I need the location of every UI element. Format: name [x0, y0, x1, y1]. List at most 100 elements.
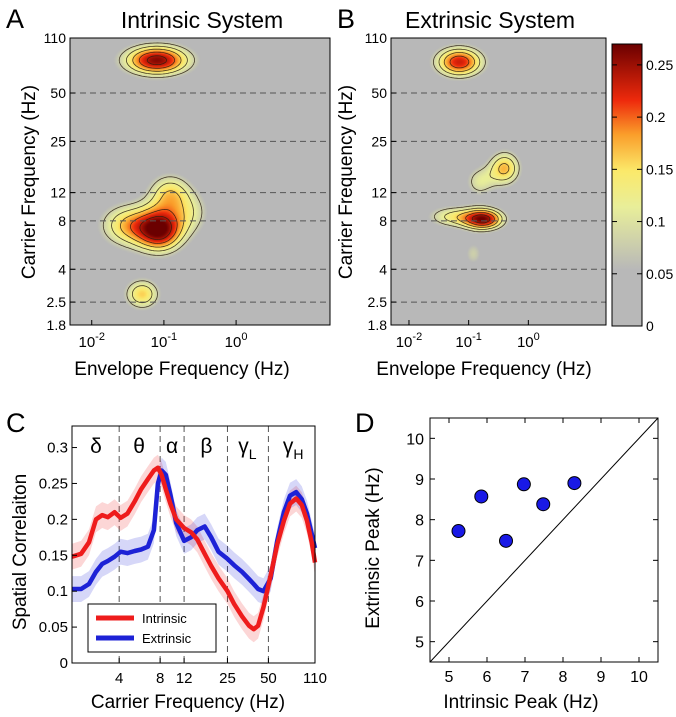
colorbar-tick-label: 0.25 — [646, 57, 673, 73]
colorbar: 0 0.05 0.1 0.15 0.2 0.25 — [611, 43, 673, 334]
y-tick-label: 0 — [60, 655, 68, 672]
panel-d-ylabel: Extrinsic Peak (Hz) — [363, 467, 384, 629]
contour-line — [449, 55, 495, 226]
x-tick-label: 8 — [156, 670, 164, 687]
panel-b-letter: B — [337, 4, 355, 34]
x-tick-label: 10-1 — [455, 331, 481, 351]
heatmap-intrinsic: 1.8 2.5 4 8 12 25 50 110 10-2 10-1 100 — [44, 30, 331, 351]
legend-label-intrinsic: Intrinsic — [142, 611, 187, 626]
panel-c: C δ θ α β γL γH 0 0.05 0.1 0.15 0.2 0.25 0.3 4 8 12 25 50… — [6, 408, 327, 713]
y-tick-label: 0.1 — [47, 583, 68, 600]
x-tick-label: 50 — [260, 670, 277, 687]
y-tick-label: 4 — [58, 261, 66, 277]
x-tick-label: 25 — [219, 670, 236, 687]
scatter-point — [499, 533, 513, 548]
band-label: γL — [238, 435, 257, 462]
x-tick-label: 12 — [176, 670, 193, 687]
y-tick-label: 2.5 — [368, 294, 388, 310]
panel-b-xlabel: Envelope Frequency (Hz) — [376, 359, 591, 380]
panel-b: B Extrinsic System 1.8 2.5 4 8 12 25 50 110 10-2… — [336, 4, 673, 380]
y-tick-label: 4 — [379, 261, 387, 277]
y-tick-label: 8 — [415, 513, 424, 530]
heatmap-extrinsic: 1.8 2.5 4 8 12 25 50 110 10-2 10-1 100 — [365, 30, 607, 351]
y-tick-label: 0.15 — [39, 547, 68, 564]
band-label: α — [166, 435, 178, 458]
colorbar-tick-label: 0.2 — [646, 109, 666, 125]
y-tick-label: 2.5 — [47, 294, 67, 310]
y-tick-label: 0.2 — [47, 511, 68, 528]
y-tick-label: 8 — [58, 213, 66, 229]
contour-line — [433, 45, 520, 233]
band-label: γH — [283, 435, 304, 462]
x-tick-label: 100 — [225, 331, 248, 351]
y-tick-label: 7 — [415, 553, 424, 570]
heatmap-field — [391, 38, 606, 325]
scatter-point — [567, 476, 582, 491]
colorbar-gradient — [611, 43, 643, 327]
plot-frame — [429, 417, 659, 663]
x-tick-label: 8 — [559, 669, 568, 686]
y-tick-label: 0.05 — [39, 619, 68, 636]
y-tick-label: 25 — [50, 133, 66, 149]
x-tick-label: 100 — [517, 331, 540, 351]
series-line-intrinsic — [71, 465, 318, 632]
x-tick-label: 7 — [521, 669, 530, 686]
plot-frame — [69, 37, 331, 326]
y-tick-label: 25 — [371, 133, 387, 149]
plot-frame — [71, 425, 316, 664]
legend-box — [87, 603, 217, 653]
contour-line — [102, 42, 203, 308]
colorbar-tick-label: 0.05 — [646, 266, 673, 282]
y-tick-label: 5 — [415, 635, 424, 652]
scatter-point — [474, 489, 489, 504]
y-tick-label: 110 — [365, 30, 388, 46]
band-label: θ — [133, 435, 145, 458]
contour-line — [443, 52, 510, 228]
y-tick-label: 110 — [44, 30, 67, 46]
panel-a-xlabel: Envelope Frequency (Hz) — [74, 359, 289, 380]
panel-a-ylabel: Carrier Frequency (Hz) — [19, 85, 40, 279]
y-tick-label: 50 — [371, 85, 387, 101]
x-tick-label: 10-2 — [78, 331, 104, 351]
x-tick-label: 9 — [597, 669, 606, 686]
scatter-point — [451, 524, 466, 539]
y-tick-label: 1.8 — [47, 317, 67, 333]
panel-c-ylabel: Spatial Correlaiton — [10, 474, 31, 630]
y-tick-label: 0.25 — [39, 475, 68, 492]
y-tick-label: 0.3 — [47, 440, 68, 457]
scatter-chart: 5 6 7 8 9 10 5 6 7 8 9 10 — [406, 417, 659, 686]
plot-frame — [390, 37, 607, 326]
contour-line — [130, 51, 178, 244]
contour-line — [139, 55, 172, 240]
band-label: δ — [90, 435, 102, 458]
x-tick-label: 4 — [115, 670, 123, 687]
panel-c-letter: C — [6, 408, 26, 438]
panel-a-letter: A — [6, 4, 24, 34]
panel-b-ylabel: Carrier Frequency (Hz) — [336, 85, 357, 279]
scatter-point — [516, 477, 531, 492]
y-tick-label: 10 — [406, 431, 424, 448]
scatter-point — [536, 497, 551, 512]
x-tick-label: 10 — [630, 669, 648, 686]
panel-d-xlabel: Intrinsic Peak (Hz) — [443, 692, 598, 713]
y-tick-label: 1.8 — [368, 317, 388, 333]
panel-b-title: Extrinsic System — [405, 7, 575, 33]
legend-label-extrinsic: Extrinsic — [142, 631, 192, 646]
x-tick-label: 110 — [303, 670, 327, 687]
error-band-extrinsic — [72, 457, 315, 605]
y-tick-label: 8 — [379, 213, 387, 229]
x-tick-label: 5 — [445, 669, 454, 686]
colorbar-tick-label: 0 — [646, 318, 654, 334]
y-tick-label: 6 — [415, 594, 424, 611]
contour-line — [438, 48, 515, 230]
y-tick-label: 12 — [50, 185, 66, 201]
x-tick-label: 10-1 — [151, 331, 177, 351]
band-label: β — [200, 435, 212, 458]
colorbar-tick-label: 0.15 — [646, 161, 673, 177]
identity-line — [429, 417, 659, 663]
heatmap-field — [70, 38, 330, 325]
y-tick-label: 12 — [371, 185, 387, 201]
panel-a: A Intrinsic System 1.8 2.5 4 8 12 25 50 110 10-2… — [6, 4, 331, 380]
x-tick-label: 10-2 — [396, 331, 422, 351]
